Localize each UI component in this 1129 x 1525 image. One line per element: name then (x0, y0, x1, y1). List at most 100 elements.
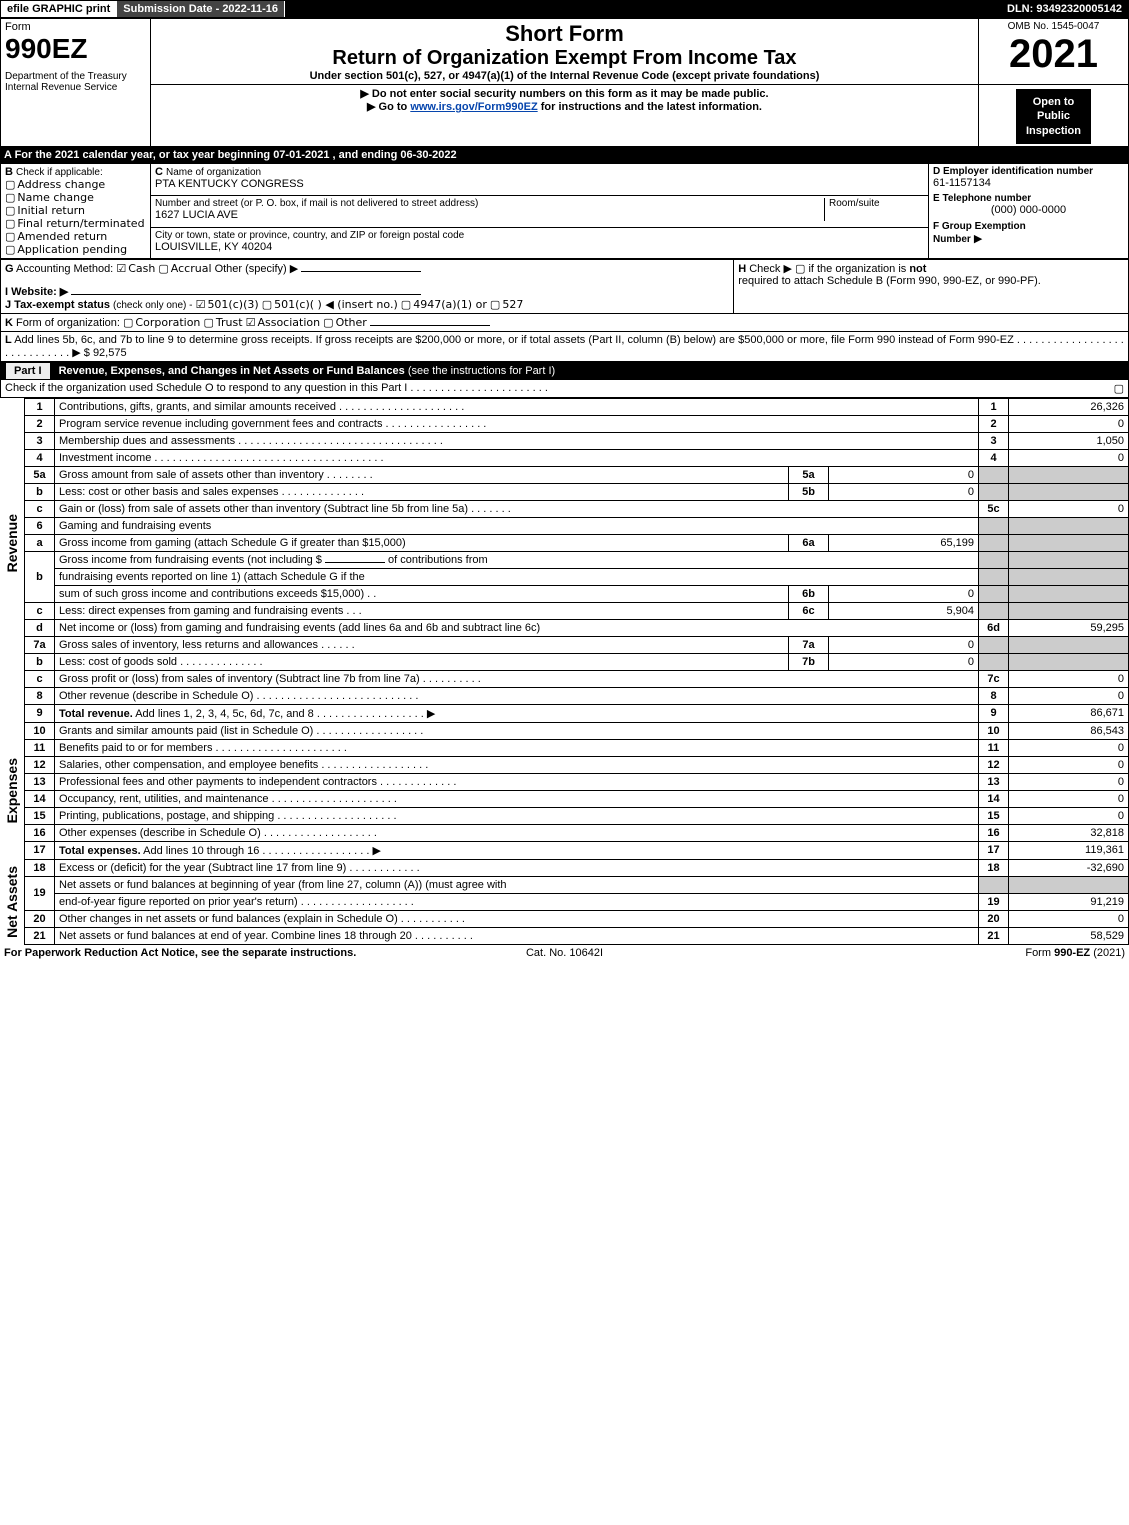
chk-501c[interactable]: 501(c)( ) ◀ (insert no.) (262, 298, 398, 311)
l7b-sl: 7b (789, 653, 829, 670)
l6d-v: 59,295 (1009, 619, 1129, 636)
l6-desc: Gaming and fundraising events (55, 517, 979, 534)
l6b-desc2: fundraising events reported on line 1) (… (55, 568, 979, 585)
l21-desc: Net assets or fund balances at end of ye… (55, 927, 979, 944)
other-org-input[interactable] (370, 325, 490, 326)
chk-final-return[interactable]: Final return/terminated (5, 217, 146, 230)
l6b-grey3b (1009, 585, 1129, 602)
box-b-label: B (5, 166, 13, 178)
l2-v: 0 (1009, 415, 1129, 432)
l6b-desc1: Gross income from fundraising events (no… (55, 551, 979, 568)
l12-v: 0 (1009, 756, 1129, 773)
l5a-no: 5a (25, 466, 55, 483)
l6b-sl: 6b (789, 585, 829, 602)
chk-accrual[interactable]: Accrual (158, 262, 211, 275)
row-l-text: Add lines 5b, 6c, and 7b to line 9 to de… (5, 334, 1124, 359)
submission-date-button[interactable]: Submission Date - 2022-11-16 (117, 1, 285, 17)
efile-print-button[interactable]: efile GRAPHIC print (1, 1, 117, 17)
l15-v: 0 (1009, 807, 1129, 824)
l8-v: 0 (1009, 687, 1129, 704)
l6c-sl: 6c (789, 602, 829, 619)
l7b-grey (979, 653, 1009, 670)
l9-desc: Total revenue. Add lines 1, 2, 3, 4, 5c,… (55, 704, 979, 722)
subtitle-section: Under section 501(c), 527, or 4947(a)(1)… (155, 70, 974, 82)
other-method-input[interactable] (301, 271, 421, 272)
identity-block: B Check if applicable: Address change Na… (0, 163, 1129, 259)
l11-n: 11 (979, 739, 1009, 756)
chk-corporation[interactable]: Corporation (123, 316, 200, 329)
chk-initial-return[interactable]: Initial return (5, 204, 146, 217)
row-h-not: not (909, 263, 926, 275)
l9-desc-b: Total revenue. (59, 708, 133, 720)
chk-application-pending[interactable]: Application pending (5, 243, 146, 256)
chk-4947a1[interactable]: 4947(a)(1) or (401, 298, 487, 311)
l8-desc: Other revenue (describe in Schedule O) .… (55, 687, 979, 704)
l6a-desc: Gross income from gaming (attach Schedul… (55, 534, 789, 551)
chk-other-specify: Other (specify) ▶ (215, 263, 299, 275)
l19-desc1: Net assets or fund balances at beginning… (55, 876, 979, 893)
l6b-sv: 0 (829, 585, 979, 602)
public-inspection-box: Open to Public Inspection (1016, 89, 1091, 144)
top-bar: efile GRAPHIC print Submission Date - 20… (0, 0, 1129, 18)
l7b-sv: 0 (829, 653, 979, 670)
l18-no: 18 (25, 859, 55, 876)
l2-n: 2 (979, 415, 1009, 432)
chk-schedule-o-part1[interactable]: ▢ (1114, 382, 1124, 395)
l18-desc: Excess or (deficit) for the year (Subtra… (55, 859, 979, 876)
row-k-label: K (5, 317, 13, 329)
chk-527[interactable]: 527 (490, 298, 523, 311)
l6b-desc1a: Gross income from fundraising events (no… (59, 554, 322, 566)
l6c-sv: 5,904 (829, 602, 979, 619)
row-k-text: Form of organization: (16, 317, 120, 329)
l18-n: 18 (979, 859, 1009, 876)
l6a-grey (979, 534, 1009, 551)
website-input[interactable] (71, 294, 421, 295)
l9-desc-rest: Add lines 1, 2, 3, 4, 5c, 6d, 7c, and 8 … (133, 708, 436, 720)
l6b-contrib-input[interactable] (325, 562, 385, 563)
l10-n: 10 (979, 722, 1009, 739)
org-name: PTA KENTUCKY CONGRESS (155, 178, 304, 190)
subtitle-goto: ▶ Go to www.irs.gov/Form990EZ for instru… (155, 100, 974, 113)
chk-501c3[interactable]: 501(c)(3) (196, 298, 259, 311)
l6c-grey2 (1009, 602, 1129, 619)
l17-no: 17 (25, 841, 55, 859)
l6b-grey1b (1009, 551, 1129, 568)
l5a-grey2 (1009, 466, 1129, 483)
chk-amended-return[interactable]: Amended return (5, 230, 146, 243)
box-b-check-label: Check if applicable: (16, 167, 103, 178)
l16-desc: Other expenses (describe in Schedule O) … (55, 824, 979, 841)
row-i-label: I Website: ▶ (5, 286, 68, 298)
title-return-exempt: Return of Organization Exempt From Incom… (155, 47, 974, 70)
chk-trust[interactable]: Trust (203, 316, 242, 329)
footer-form-word: Form (1025, 947, 1054, 959)
l2-desc: Program service revenue including govern… (55, 415, 979, 432)
l6-grey2 (1009, 517, 1129, 534)
box-c-city-label: City or town, state or province, country… (155, 230, 924, 241)
l16-n: 16 (979, 824, 1009, 841)
l18-v: -32,690 (1009, 859, 1129, 876)
l7b-desc: Less: cost of goods sold . . . . . . . .… (55, 653, 789, 670)
side-netassets: Net Assets (4, 866, 20, 938)
chk-other-org[interactable]: Other (323, 316, 367, 329)
footer-right: Form 990-EZ (2021) (751, 947, 1125, 959)
chk-name-change[interactable]: Name change (5, 191, 146, 204)
l1-v: 26,326 (1009, 398, 1129, 415)
irs-link[interactable]: www.irs.gov/Form990EZ (410, 101, 537, 113)
l6-grey (979, 517, 1009, 534)
box-d-label: D Employer identification number (933, 166, 1124, 177)
ghij-block: G Accounting Method: Cash Accrual Other … (0, 259, 1129, 314)
l9-n: 9 (979, 704, 1009, 722)
box-c-name-label: Name of organization (166, 167, 261, 178)
l7a-desc: Gross sales of inventory, less returns a… (55, 636, 789, 653)
chk-schedule-b[interactable]: ▢ (795, 262, 805, 275)
tax-year: 2021 (983, 32, 1124, 77)
l16-no: 16 (25, 824, 55, 841)
box-f-label2: Number (933, 234, 971, 245)
telephone-value: (000) 000-0000 (933, 204, 1124, 216)
l5c-v: 0 (1009, 500, 1129, 517)
chk-address-change[interactable]: Address change (5, 178, 146, 191)
chk-association[interactable]: Association (246, 316, 321, 329)
l20-no: 20 (25, 910, 55, 927)
row-k: K Form of organization: Corporation Trus… (0, 314, 1129, 332)
chk-cash[interactable]: Cash (116, 262, 155, 275)
